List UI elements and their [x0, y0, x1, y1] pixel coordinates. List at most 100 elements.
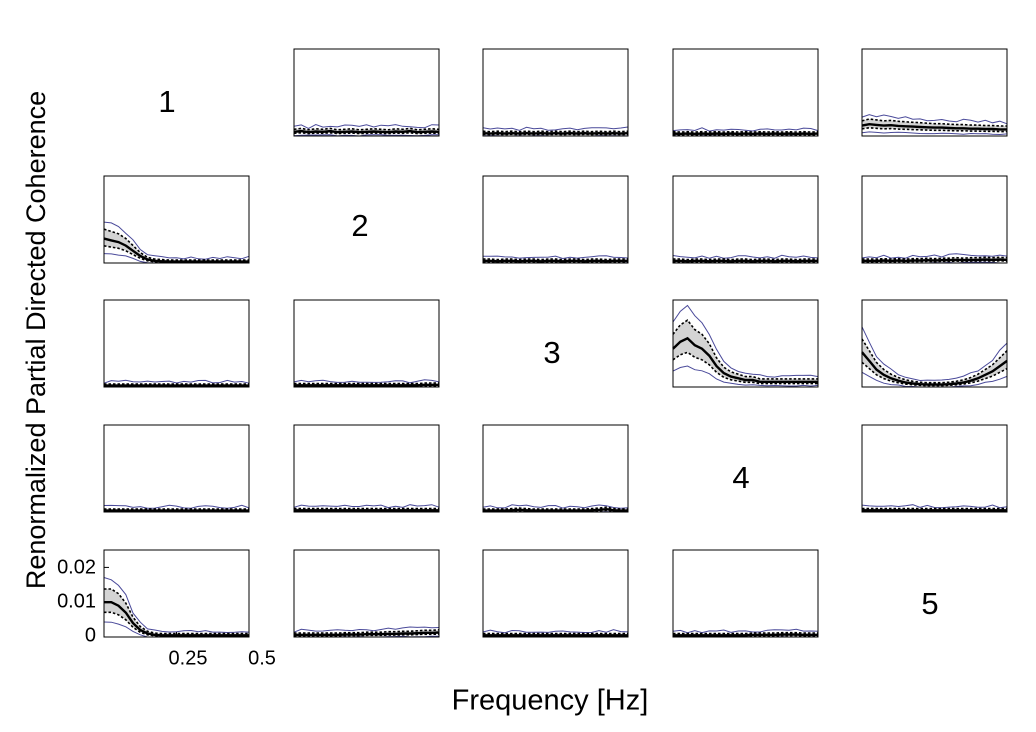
- panel-4-2-frame: [293, 424, 440, 513]
- diagonal-label-4: 4: [732, 460, 749, 495]
- panel-5-1-ci-upper: [104, 588, 249, 635]
- panel-2-4-frame: [672, 175, 819, 264]
- panel-1-5-frame: [861, 48, 1008, 137]
- panel-5-2-ci-upper: [294, 629, 440, 634]
- panel-5-2-envelope-upper: [293, 626, 440, 633]
- panel-4-3-envelope-upper: [482, 504, 629, 509]
- panel-2-1-frame: [103, 175, 250, 264]
- panel-5-3-envelope-upper: [482, 629, 629, 634]
- panel-4-3-mean: [483, 507, 628, 512]
- y-axis-label: Renormalized Partial Directed Coherence: [21, 91, 51, 589]
- panel-3-1-frame: [103, 299, 250, 388]
- x-axis-label: Frequency [Hz]: [452, 685, 649, 717]
- panel-2-5-envelope-upper: [861, 253, 1008, 259]
- panel-3-5: [861, 299, 1008, 388]
- panel-5-1-envelope-upper: [103, 577, 250, 634]
- panel-3-5-frame: [861, 299, 1008, 388]
- panel-3-5-envelope-upper: [861, 326, 1008, 382]
- panel-1-4-envelope-upper: [672, 127, 819, 132]
- panel-5-4-frame: [672, 549, 819, 638]
- panel-1-3-envelope-upper: [482, 126, 629, 131]
- panel-4-2: [293, 424, 440, 513]
- y-tick-label-2: 0.02: [57, 556, 96, 578]
- panel-5-1: [103, 549, 250, 638]
- panel-3-4: [672, 299, 819, 388]
- panel-1-5: [861, 48, 1008, 137]
- diagonal-label-5: 5: [921, 586, 938, 621]
- panel-3-4-mean: [672, 336, 818, 383]
- panel-2-1-band: [104, 229, 249, 263]
- panel-5-2-frame: [293, 549, 440, 638]
- panel-3-4-ci-upper: [672, 319, 818, 380]
- panel-1-3-frame: [482, 48, 629, 137]
- panel-2-4-ci-upper: [673, 258, 818, 261]
- panel-1-5-ci-lower: [861, 126, 1007, 133]
- panel-1-5-envelope-upper: [861, 114, 1008, 125]
- panel-2-5: [861, 175, 1008, 264]
- panel-1-2-ci-upper: [293, 127, 440, 131]
- panel-1-2-envelope-upper: [293, 123, 440, 129]
- panel-3-4-envelope-upper: [672, 304, 819, 378]
- panel-5-1-frame: [103, 549, 250, 638]
- panel-1-2: [293, 48, 440, 137]
- panel-2-5-mean: [862, 258, 1008, 263]
- panel-5-2: [293, 549, 440, 638]
- x-tick-label-1: 0.5: [248, 647, 276, 669]
- panel-3-4-band: [673, 320, 818, 384]
- panel-4-1-frame: [103, 424, 250, 513]
- panel-1-2-mean: [293, 129, 440, 134]
- panel-2-5-ci-upper: [862, 256, 1008, 260]
- panel-3-2-ci-upper: [294, 382, 439, 385]
- panel-3-1-envelope-upper: [103, 379, 250, 384]
- panel-2-3-frame: [482, 175, 629, 264]
- panel-1-4: [672, 48, 819, 137]
- panel-1-5-mean: [861, 122, 1007, 131]
- panel-2-5-frame: [861, 175, 1008, 264]
- panel-2-1: [103, 175, 250, 264]
- panel-4-5-frame: [861, 424, 1008, 513]
- panel-2-1-mean: [103, 237, 249, 263]
- panel-1-2-frame: [293, 48, 440, 137]
- panel-5-3-frame: [482, 549, 629, 638]
- panel-2-3: [482, 175, 629, 264]
- panel-2-3-envelope-upper: [482, 255, 629, 260]
- panel-4-3: [482, 424, 629, 513]
- panel-1-5-envelope-lower: [861, 131, 1008, 136]
- panel-1-5-ci-upper: [861, 118, 1007, 127]
- panel-4-3-ci-upper: [483, 506, 628, 510]
- panel-4-1-envelope-upper: [103, 504, 250, 509]
- y-tick-label-0: 0: [85, 624, 96, 646]
- panel-2-1-ci-upper: [103, 228, 249, 261]
- x-tick-label-0: 0.25: [169, 647, 208, 669]
- panel-3-4-ci-lower: [672, 351, 818, 385]
- panel-2-4-envelope-upper: [672, 254, 819, 259]
- panel-5-4: [672, 549, 819, 638]
- panel-1-2-ci-lower: [293, 131, 440, 135]
- panel-4-3-frame: [482, 424, 629, 513]
- panel-4-1: [103, 424, 250, 513]
- panel-3-2: [293, 299, 440, 388]
- panel-1-3: [482, 48, 629, 137]
- panel-3-2-envelope-upper: [293, 379, 440, 384]
- panel-5-3: [482, 549, 629, 638]
- panel-5-4-envelope-upper: [672, 628, 819, 634]
- diagonal-label-2: 2: [351, 208, 368, 243]
- panel-2-1-envelope-upper: [103, 221, 250, 260]
- panel-1-4-frame: [672, 48, 819, 137]
- panel-3-4-envelope-lower: [672, 365, 819, 387]
- diagonal-label-1: 1: [158, 84, 175, 119]
- panel-4-2-envelope-upper: [293, 504, 440, 509]
- y-tick-label-1: 0.01: [57, 590, 96, 612]
- panel-3-4-frame: [672, 299, 819, 388]
- panel-2-4: [672, 175, 819, 264]
- axis-ticks: 0 0.01 0.02 0.25 0.5: [57, 556, 276, 669]
- panel-3-1: [103, 299, 250, 388]
- panel-4-5: [861, 424, 1008, 513]
- diagonal-labels: 1 2 3 4 5: [158, 84, 938, 621]
- panel-2-3-ci-upper: [483, 258, 628, 261]
- panel-4-5-envelope-upper: [861, 504, 1008, 509]
- panels-layer: [103, 48, 1008, 638]
- panel-5-4-ci-upper: [673, 631, 818, 635]
- panel-3-2-frame: [293, 299, 440, 388]
